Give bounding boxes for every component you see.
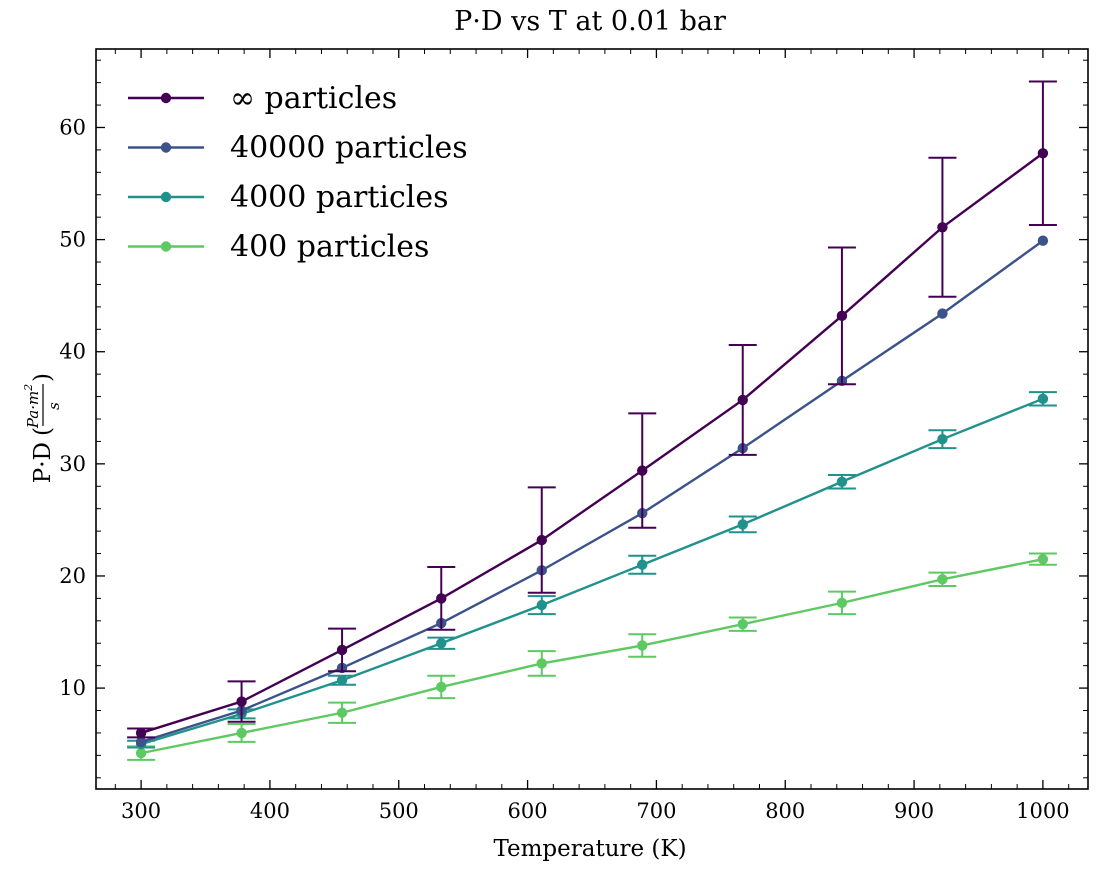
y-axis-label-group: P·D ( Pa·m2 s ) [22,373,63,483]
data-point [937,222,948,233]
x-tick-label: 1000 [1016,799,1069,823]
plot-frame [95,48,1089,790]
data-point [1037,235,1049,246]
y-tick-label: 30 [59,452,86,476]
data-point [536,599,547,611]
data-point [536,534,547,546]
data-point [937,574,948,585]
data-point [336,675,348,686]
data-point [436,681,447,693]
data-point [737,394,748,406]
data-point [336,644,348,656]
data-point [836,597,848,609]
data-point [937,308,948,319]
data-point [836,310,848,322]
data-point [737,618,748,630]
data-point [336,707,348,718]
x-axis-label: Temperature (K) [493,836,686,862]
y-tick-label: 20 [59,564,86,588]
data-point [1037,553,1049,565]
legend-label: 4000 particles [230,180,449,215]
data-point [937,433,948,445]
y-tick-label: 40 [59,340,86,364]
x-tick-label: 500 [379,799,419,823]
data-point [1037,148,1049,159]
x-tick-label: 600 [508,799,548,823]
data-point [436,593,447,604]
data-point [236,696,247,707]
x-tick-label: 700 [636,799,676,823]
y-axis-unit-numerator: Pa·m2 [22,384,42,429]
series-line [140,152,1044,735]
data-point [436,638,447,649]
x-tick-label: 800 [765,799,805,823]
legend-swatch-marker [160,142,172,153]
y-axis-unit-open-paren: ( [30,427,56,436]
legend-swatch-marker [160,92,172,104]
data-point [836,476,848,487]
y-tick-label: 10 [59,676,86,700]
legend-label: ∞ particles [230,81,397,116]
series-line [140,397,1044,746]
x-tick-label: 900 [894,799,934,823]
data-point [1037,393,1049,405]
legend-label: 40000 particles [230,131,468,166]
plot-area: 300 400 500 600 700 800 900 1000 10 20 30 40 50 60 ∞ p… [59,49,1088,823]
chart-title: P·D vs T at 0.01 bar [454,6,726,37]
series-line [140,557,1044,755]
x-tick-label: 300 [121,799,161,823]
x-tick-label: 400 [250,799,290,823]
legend-swatch-marker [160,191,172,203]
data-point [236,727,247,739]
data-point [737,519,748,530]
y-axis-label: P·D [30,442,56,483]
y-axis-unit-denominator: s [45,402,63,410]
y-axis-unit-close-paren: ) [30,373,56,382]
data-point [637,465,648,476]
data-point [637,640,648,651]
series-line [140,239,1044,744]
y-tick-label: 60 [59,115,86,139]
legend-swatch-marker [160,241,172,252]
data-point [135,736,147,748]
data-point [536,658,547,669]
data-point [135,727,147,739]
data-point [637,559,648,570]
y-tick-label: 50 [59,228,86,252]
data-point [135,747,147,759]
legend-label: 400 particles [230,230,429,265]
